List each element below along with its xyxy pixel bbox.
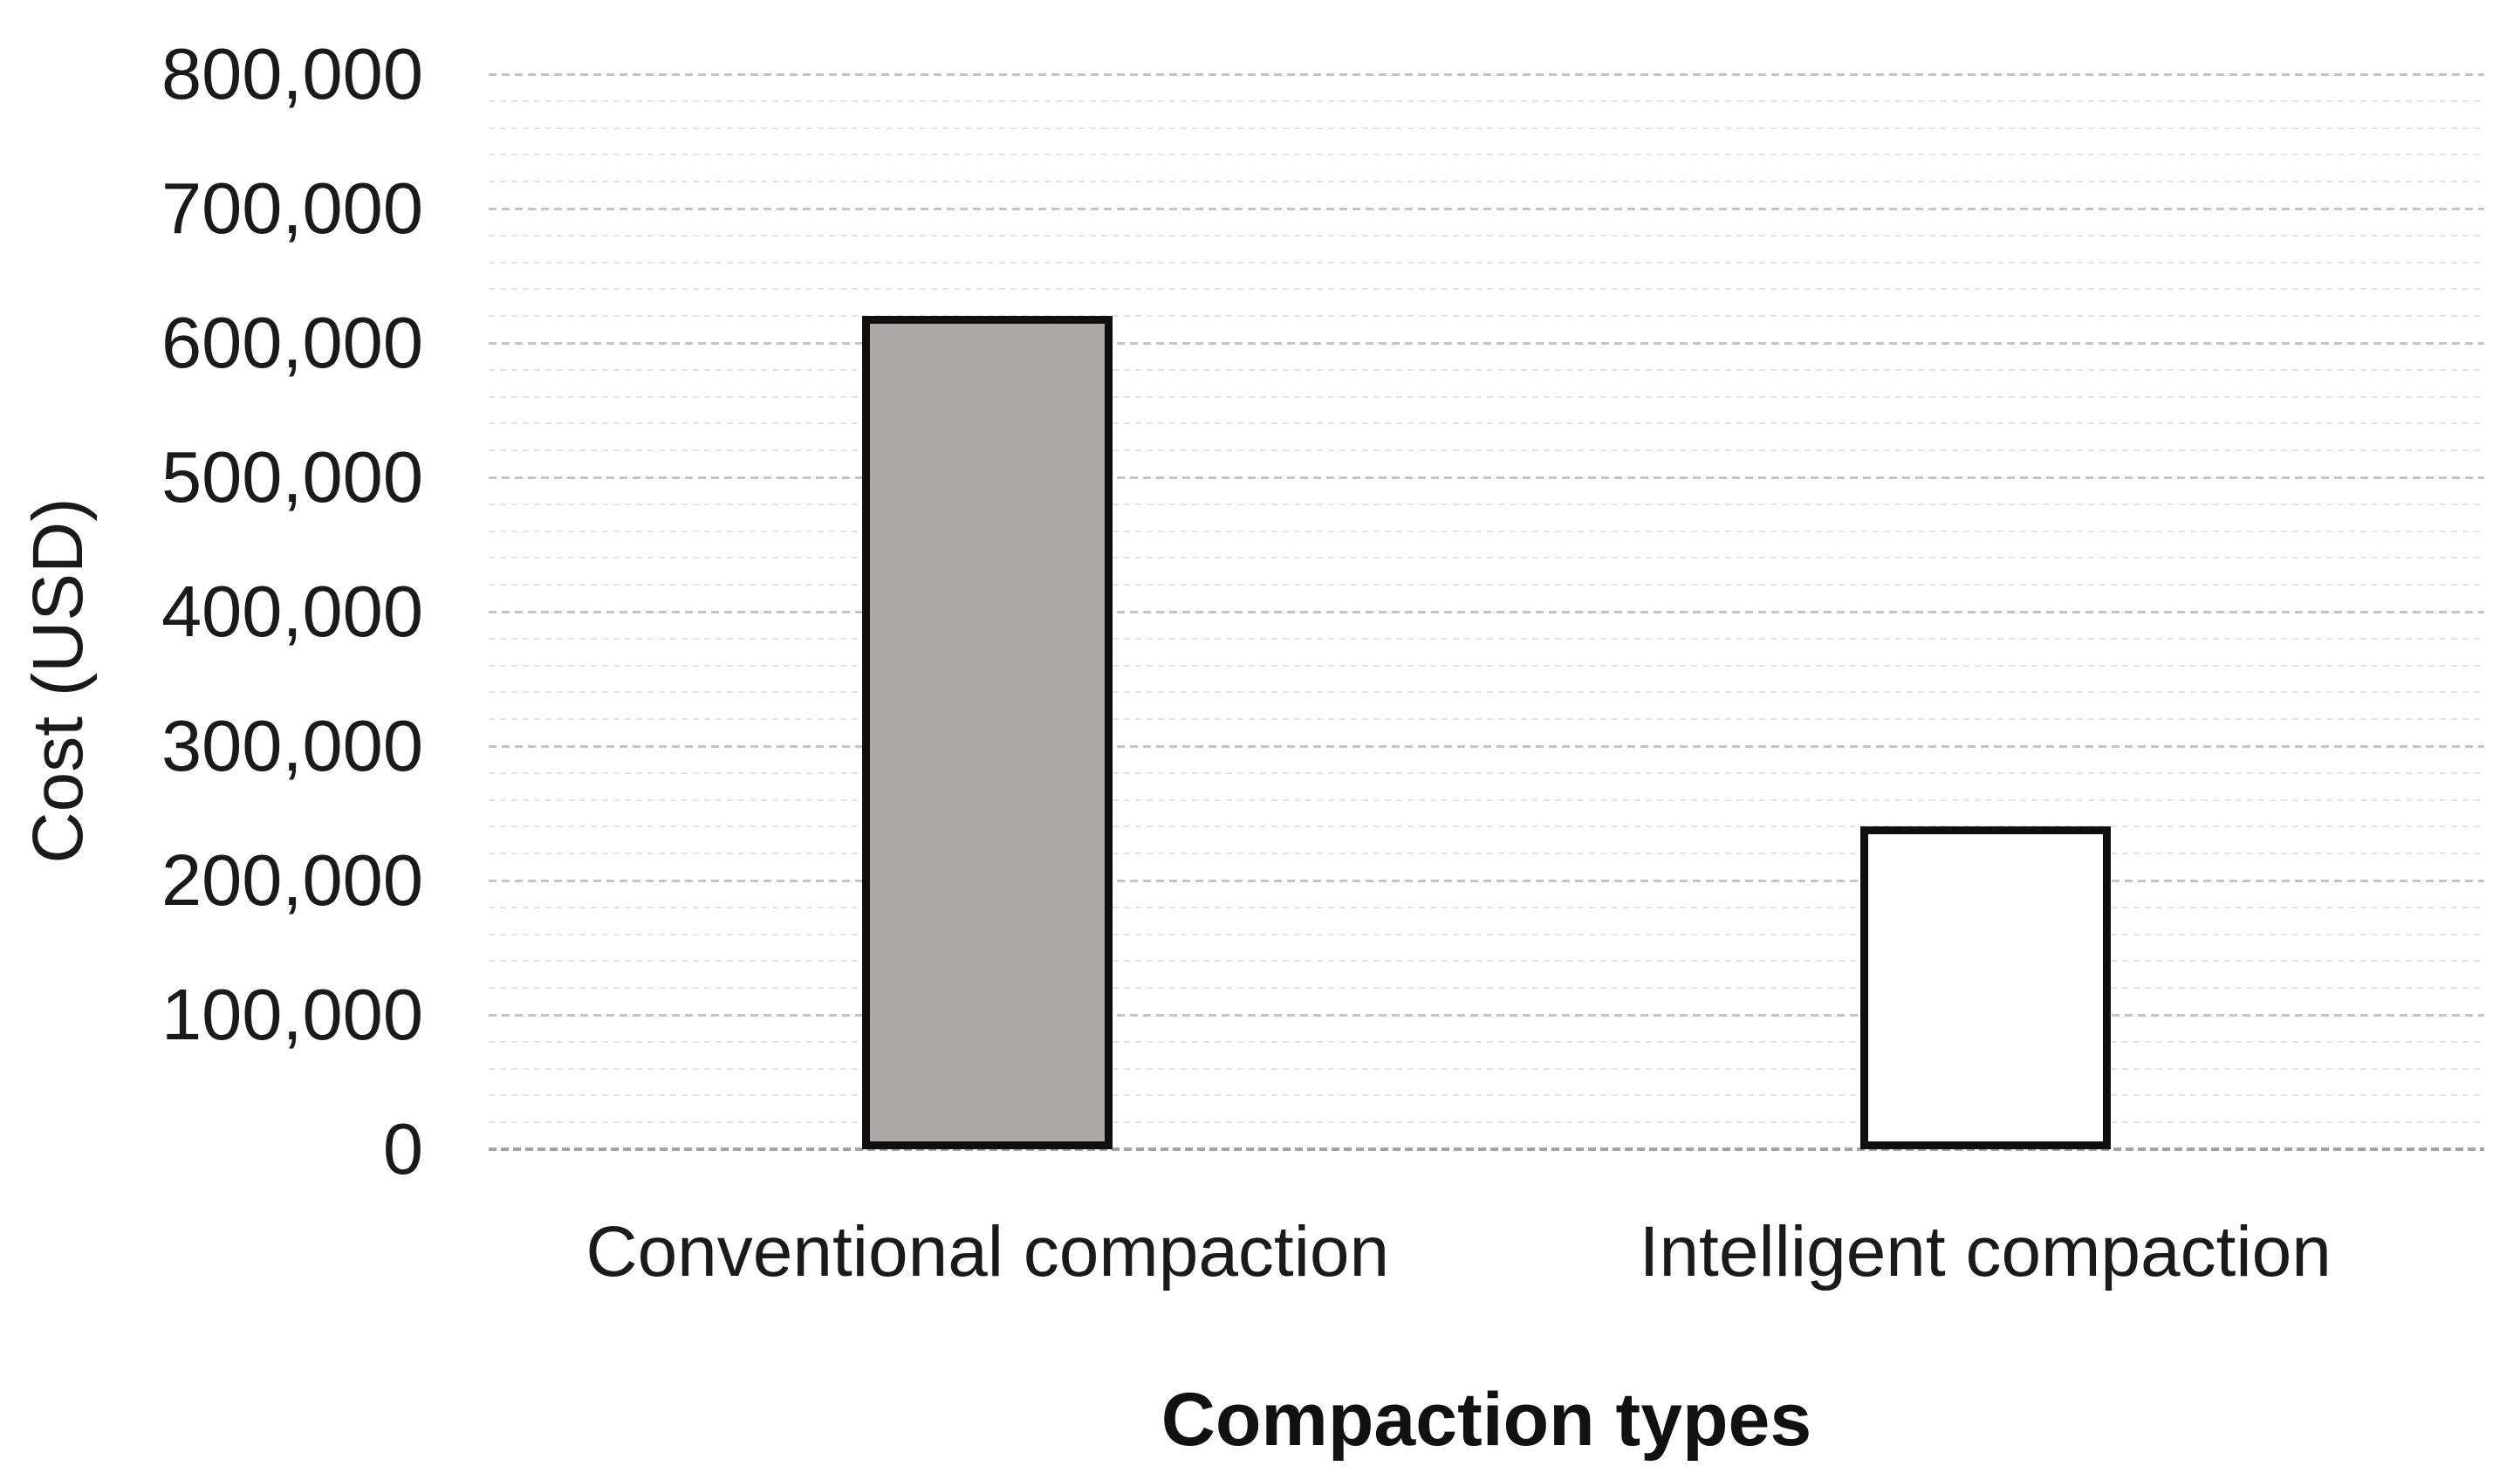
minor-gridline [489,826,2484,828]
major-gridline [489,72,2484,76]
y-tick-label: 800,000 [161,33,423,114]
minor-gridline [489,449,2484,452]
minor-gridline [489,771,2484,774]
y-axis-title: Cost (USD) [18,497,98,864]
minor-gridline [489,1121,2484,1124]
minor-gridline [489,960,2484,963]
minor-gridline [489,1040,2484,1043]
minor-gridline [489,853,2484,855]
major-gridline [489,1013,2484,1017]
y-tick-label: 100,000 [161,974,423,1055]
major-gridline [489,476,2484,479]
minor-gridline [489,664,2484,667]
x-axis-title: Compaction types [1161,1378,1812,1462]
y-tick-label: 300,000 [161,705,423,786]
minor-gridline [489,154,2484,156]
bar-conventional-compaction [862,316,1113,1149]
minor-gridline [489,261,2484,264]
minor-gridline [489,1067,2484,1070]
y-tick-label: 200,000 [161,839,423,921]
minor-gridline [489,987,2484,990]
minor-gridline [489,288,2484,291]
minor-gridline [489,798,2484,801]
minor-gridline [489,127,2484,129]
y-tick-label: 700,000 [161,168,423,249]
minor-gridline [489,718,2484,721]
y-tick-label: 400,000 [161,571,423,652]
y-tick-label: 500,000 [161,436,423,517]
major-gridline [489,207,2484,210]
minor-gridline [489,422,2484,425]
x-category-label: Intelligent compaction [1639,1212,2332,1291]
major-gridline [489,879,2484,882]
y-tick-label: 0 [382,1108,423,1189]
minor-gridline [489,503,2484,505]
minor-gridline [489,530,2484,532]
minor-gridline [489,181,2484,183]
minor-gridline [489,637,2484,640]
major-gridline [489,744,2484,748]
minor-gridline [489,557,2484,559]
major-gridline [489,341,2484,345]
y-tick-label: 600,000 [161,302,423,383]
minor-gridline [489,368,2484,371]
bar-intelligent-compaction [1859,826,2111,1149]
minor-gridline [489,584,2484,586]
minor-gridline [489,906,2484,908]
minor-gridline [489,315,2484,318]
minor-gridline [489,395,2484,398]
minor-gridline [489,99,2484,102]
minor-gridline [489,933,2484,935]
major-gridline [489,610,2484,613]
x-axis-baseline [489,1148,2484,1151]
minor-gridline [489,234,2484,236]
minor-gridline [489,1094,2484,1097]
x-category-label: Conventional compaction [585,1212,1390,1291]
minor-gridline [489,691,2484,694]
